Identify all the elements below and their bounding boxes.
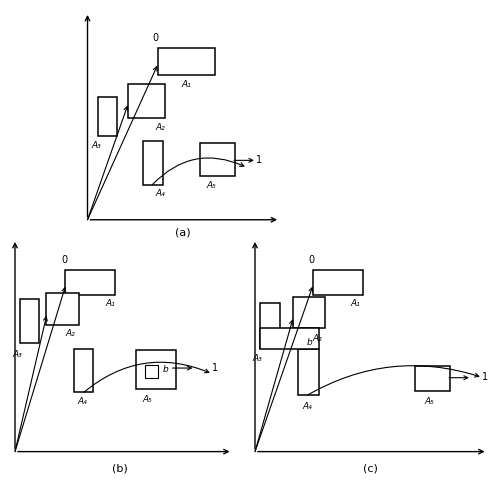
Text: A₃: A₃ bbox=[252, 354, 262, 363]
Bar bbox=[20, 299, 39, 343]
Text: A₁: A₁ bbox=[350, 299, 360, 309]
Text: A₄: A₄ bbox=[302, 402, 312, 411]
Text: A₂: A₂ bbox=[65, 329, 75, 339]
Text: A₃: A₃ bbox=[92, 141, 101, 150]
Text: 1: 1 bbox=[212, 363, 218, 373]
Bar bbox=[142, 141, 163, 185]
Text: 0: 0 bbox=[61, 255, 67, 265]
Text: A₁: A₁ bbox=[105, 299, 115, 309]
Bar bbox=[46, 293, 78, 325]
Text: 0: 0 bbox=[308, 255, 314, 265]
Text: (c): (c) bbox=[362, 464, 378, 473]
Text: A₂: A₂ bbox=[312, 334, 322, 343]
Text: b: b bbox=[162, 365, 168, 373]
Bar bbox=[312, 270, 362, 295]
Bar bbox=[98, 97, 116, 136]
Text: 0: 0 bbox=[152, 33, 158, 43]
Bar bbox=[145, 365, 158, 378]
Text: (a): (a) bbox=[174, 228, 190, 238]
Bar bbox=[74, 349, 93, 392]
Text: A₅: A₅ bbox=[424, 397, 434, 406]
Text: A₂: A₂ bbox=[155, 123, 165, 132]
Bar bbox=[260, 328, 319, 349]
Bar bbox=[65, 270, 115, 295]
Bar bbox=[292, 297, 325, 328]
Bar bbox=[260, 303, 280, 348]
Bar bbox=[200, 143, 235, 176]
Bar bbox=[415, 366, 450, 391]
Text: 1: 1 bbox=[482, 372, 488, 382]
Text: (b): (b) bbox=[112, 464, 128, 473]
Text: A₁: A₁ bbox=[181, 80, 191, 89]
Bar bbox=[128, 84, 165, 118]
Bar bbox=[298, 349, 318, 395]
Text: A₄: A₄ bbox=[78, 397, 88, 406]
Text: A₅: A₅ bbox=[206, 181, 216, 190]
Text: A₄: A₄ bbox=[155, 189, 165, 199]
Text: 1: 1 bbox=[256, 156, 262, 165]
Text: A₃: A₃ bbox=[12, 350, 22, 359]
Bar bbox=[158, 48, 215, 75]
Text: b: b bbox=[307, 339, 313, 347]
Bar bbox=[136, 350, 176, 389]
Text: A₅: A₅ bbox=[142, 395, 152, 404]
